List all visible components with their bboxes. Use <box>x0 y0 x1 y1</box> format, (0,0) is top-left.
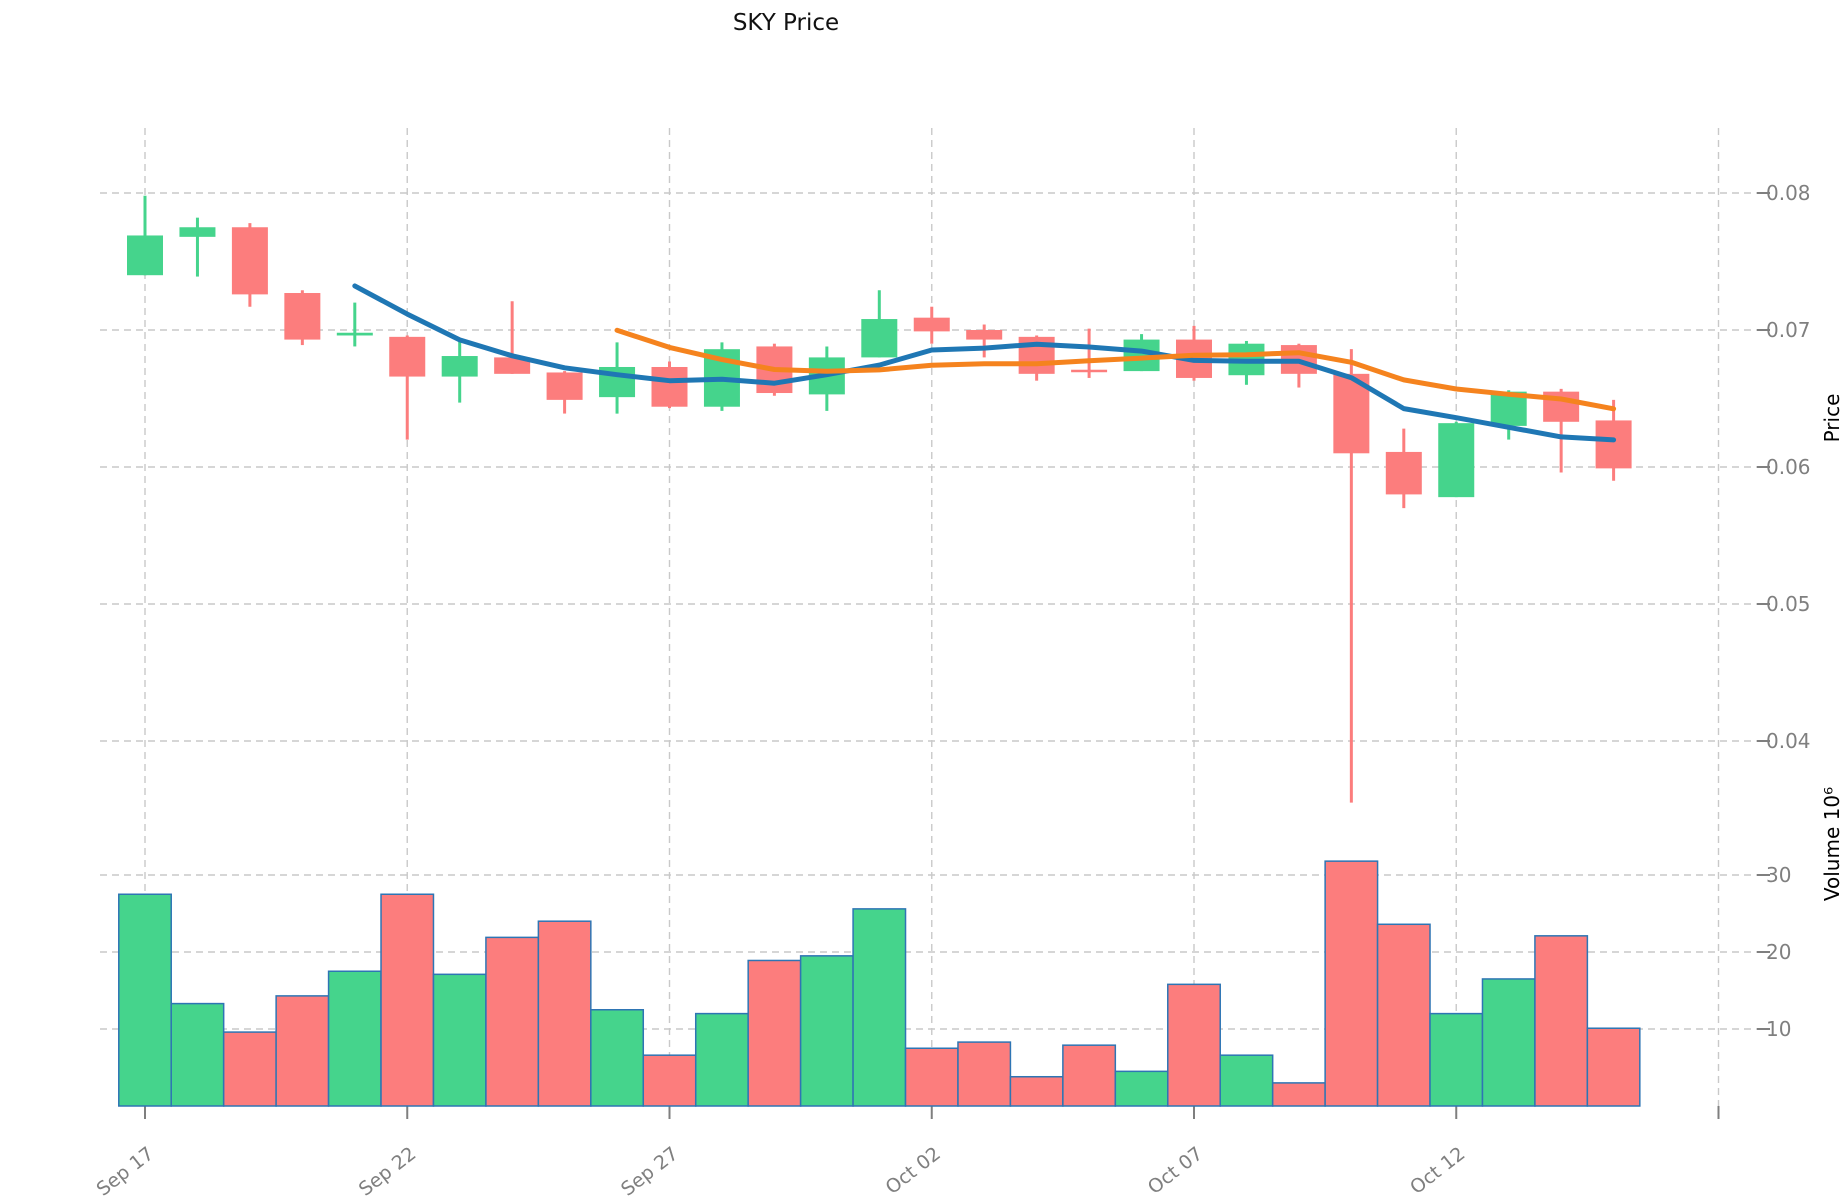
volume-bar <box>275 995 330 1107</box>
volume-bar <box>1167 983 1221 1107</box>
price-tick-label: 0.06 <box>1766 455 1811 479</box>
price-tick-label: 0.04 <box>1766 729 1811 753</box>
candle-body <box>231 227 268 295</box>
volume-bar <box>1062 1044 1117 1107</box>
candle-body <box>966 330 1003 340</box>
date-tick-label: Oct 12 <box>1406 1143 1469 1199</box>
volume-bar <box>222 1031 277 1107</box>
volume-bar <box>1376 923 1431 1107</box>
candle-body <box>127 235 163 276</box>
volume-bar <box>327 970 382 1107</box>
candle-body <box>651 366 688 407</box>
candle-body <box>494 357 531 374</box>
candle-body <box>1071 369 1108 373</box>
volume-bar <box>642 1054 697 1107</box>
chart-title: SKY Price <box>732 10 840 36</box>
price-axis-label: Price <box>1820 393 1844 443</box>
volume-bar <box>957 1041 1012 1107</box>
volume-bar <box>852 908 907 1107</box>
volume-bar <box>537 920 592 1107</box>
date-tick-label: Sep 22 <box>355 1143 421 1201</box>
volume-bar <box>380 893 435 1107</box>
price-tick-label: 0.05 <box>1766 592 1811 616</box>
candle-body <box>1385 451 1422 495</box>
candle-body <box>861 319 898 358</box>
volume-bar <box>1009 1075 1064 1107</box>
volume-bar <box>1586 1027 1641 1107</box>
candle-body <box>284 293 321 340</box>
candle-body <box>441 356 478 377</box>
volume-bar <box>1114 1070 1169 1107</box>
sma5-line <box>352 283 1617 443</box>
volume-bar <box>747 959 802 1107</box>
candle-body <box>389 336 426 377</box>
volume-bar <box>118 893 172 1107</box>
volume-axis-label: Volume 10⁶ <box>1820 786 1844 902</box>
volume-bar <box>590 1009 645 1107</box>
volume-bar <box>1534 935 1589 1107</box>
volume-tick-label: 20 <box>1766 940 1791 964</box>
candle-body <box>1595 420 1632 469</box>
volume-bar <box>1324 860 1379 1107</box>
volume-bar <box>904 1047 959 1107</box>
volume-bar <box>694 1012 749 1107</box>
volume-bar <box>170 1002 225 1107</box>
volume-bar <box>1219 1054 1274 1107</box>
date-tick-label: Sep 27 <box>617 1143 683 1201</box>
candle-body <box>179 227 216 237</box>
volume-bar <box>1481 978 1536 1107</box>
candle-body <box>336 332 373 336</box>
price-tick-label: 0.08 <box>1766 181 1811 205</box>
volume-tick-label: 10 <box>1766 1017 1791 1041</box>
price-tick-label: 0.07 <box>1766 318 1811 342</box>
volume-tick-label: 30 <box>1766 863 1791 887</box>
date-tick-label: Oct 02 <box>882 1143 945 1199</box>
volume-bar <box>485 936 540 1107</box>
volume-bar <box>1429 1012 1484 1107</box>
volume-bar <box>1271 1082 1326 1107</box>
date-tick-label: Oct 07 <box>1144 1143 1207 1199</box>
candle-body <box>913 317 950 332</box>
sma10-line <box>614 327 1617 412</box>
candle-body <box>1438 423 1475 498</box>
date-tick-label: Sep 17 <box>93 1143 159 1201</box>
volume-bar <box>799 955 854 1107</box>
candle-body <box>546 372 583 400</box>
volume-bar <box>432 973 487 1107</box>
